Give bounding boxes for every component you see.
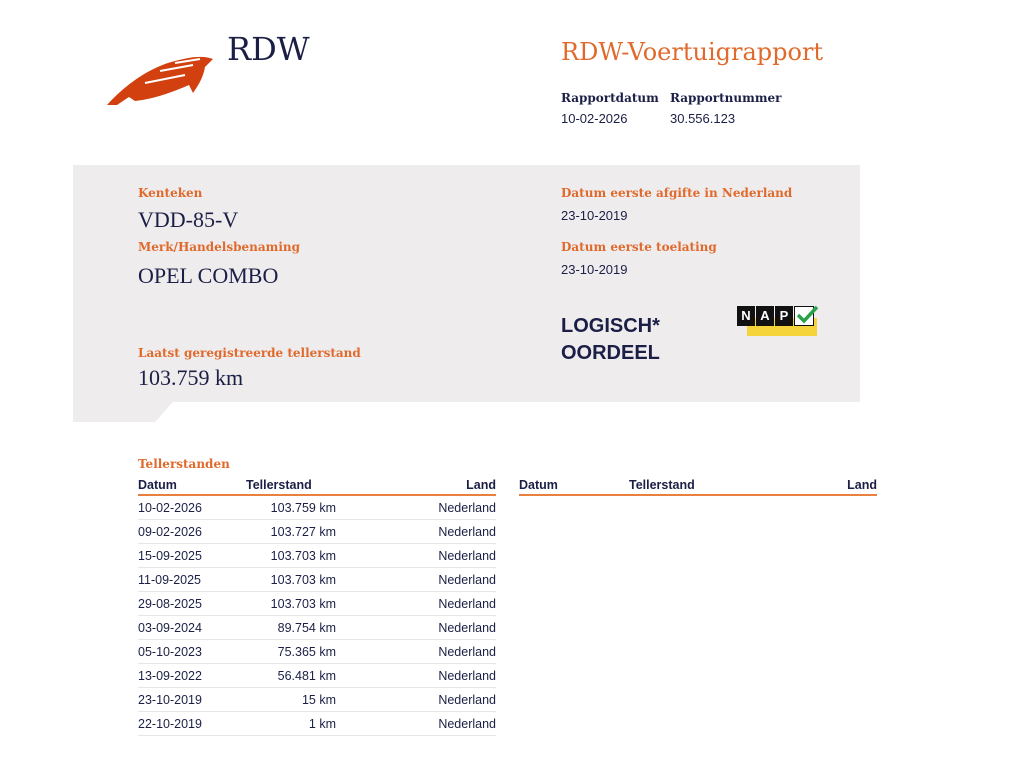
brand-label: Merk/Handelsbenaming — [138, 240, 301, 254]
row-date: 22-10-2019 — [138, 711, 246, 736]
report-date: 10-02-2026 — [561, 111, 628, 126]
first-admission-label: Datum eerste toelating — [561, 240, 717, 254]
nap-letter-a: A — [756, 306, 774, 326]
odometer-label: Laatst geregistreerde tellerstand — [138, 346, 361, 360]
col-tellerstand: Tellerstand — [246, 478, 336, 496]
table-row: 13-09-2022 56.481 km Nederland — [138, 663, 496, 688]
row-reading: 103.703 km — [246, 591, 336, 616]
table-row: 05-10-2023 75.365 km Nederland — [138, 639, 496, 664]
verdict-line2: OORDEEL — [561, 342, 660, 364]
row-country: Nederland — [336, 495, 496, 520]
row-date: 05-10-2023 — [138, 639, 246, 664]
brand-value: OPEL COMBO — [138, 263, 279, 288]
row-country: Nederland — [336, 711, 496, 736]
table-row: 22-10-2019 1 km Nederland — [138, 711, 496, 736]
row-date: 03-09-2024 — [138, 615, 246, 640]
row-reading: 1 km — [246, 711, 336, 736]
col-datum: Datum — [519, 478, 629, 496]
row-reading: 15 km — [246, 687, 336, 712]
table-row: 09-02-2026 103.727 km Nederland — [138, 519, 496, 544]
table-row: 03-09-2024 89.754 km Nederland — [138, 615, 496, 640]
row-date: 23-10-2019 — [138, 687, 246, 712]
row-date: 09-02-2026 — [138, 519, 246, 544]
nap-logo: N A P — [737, 305, 819, 338]
first-issue-value: 23-10-2019 — [561, 208, 628, 223]
rdw-logo — [105, 45, 215, 107]
row-country: Nederland — [336, 519, 496, 544]
col-tellerstand: Tellerstand — [629, 478, 739, 496]
row-reading: 103.727 km — [246, 519, 336, 544]
row-country: Nederland — [336, 591, 496, 616]
row-reading: 103.759 km — [246, 495, 336, 520]
table-row: 29-08-2025 103.703 km Nederland — [138, 591, 496, 616]
vehicle-panel — [73, 165, 860, 402]
table-row: 10-02-2026 103.759 km Nederland — [138, 495, 496, 520]
col-land: Land — [336, 478, 496, 496]
nap-letter-n: N — [737, 306, 755, 326]
row-reading: 56.481 km — [246, 663, 336, 688]
verdict-line1: LOGISCH* — [561, 315, 660, 337]
report-title: RDW-Voertuigrapport — [561, 38, 824, 66]
report-date-label: Rapportdatum — [561, 91, 659, 105]
nap-letter-p: P — [775, 306, 793, 326]
verdict: LOGISCH* OORDEEL — [561, 313, 660, 367]
row-reading: 103.703 km — [246, 567, 336, 592]
row-date: 10-02-2026 — [138, 495, 246, 520]
row-reading: 75.365 km — [246, 639, 336, 664]
table-header: Datum Tellerstand Land — [138, 478, 496, 496]
readings-title: Tellerstanden — [138, 457, 230, 471]
logo-text: RDW — [227, 30, 310, 68]
report-number: 30.556.123 — [670, 111, 736, 126]
row-country: Nederland — [336, 615, 496, 640]
row-date: 11-09-2025 — [138, 567, 246, 592]
row-date: 29-08-2025 — [138, 591, 246, 616]
row-date: 15-09-2025 — [138, 543, 246, 568]
plate-label: Kenteken — [138, 186, 203, 200]
row-date: 13-09-2022 — [138, 663, 246, 688]
row-reading: 89.754 km — [246, 615, 336, 640]
row-reading: 103.703 km — [246, 543, 336, 568]
col-land: Land — [739, 478, 877, 496]
table-row: 15-09-2025 103.703 km Nederland — [138, 543, 496, 568]
table-row: 23-10-2019 15 km Nederland — [138, 687, 496, 712]
col-datum: Datum — [138, 478, 246, 496]
check-icon — [794, 305, 819, 326]
row-country: Nederland — [336, 567, 496, 592]
row-country: Nederland — [336, 639, 496, 664]
odometer-value: 103.759 km — [138, 365, 244, 390]
row-country: Nederland — [336, 687, 496, 712]
table-row: 11-09-2025 103.703 km Nederland — [138, 567, 496, 592]
row-country: Nederland — [336, 543, 496, 568]
panel-tab — [73, 402, 173, 422]
first-issue-label: Datum eerste afgifte in Nederland — [561, 186, 793, 200]
first-admission-value: 23-10-2019 — [561, 262, 628, 277]
row-country: Nederland — [336, 663, 496, 688]
plate-value: VDD-85-V — [138, 207, 239, 232]
readings-table-empty: Datum Tellerstand Land — [519, 478, 877, 496]
readings-table: Datum Tellerstand Land 10-02-2026 103.759… — [138, 478, 496, 736]
report-number-label: Rapportnummer — [670, 91, 782, 105]
table-header: Datum Tellerstand Land — [519, 478, 877, 496]
feather-icon — [107, 56, 213, 105]
